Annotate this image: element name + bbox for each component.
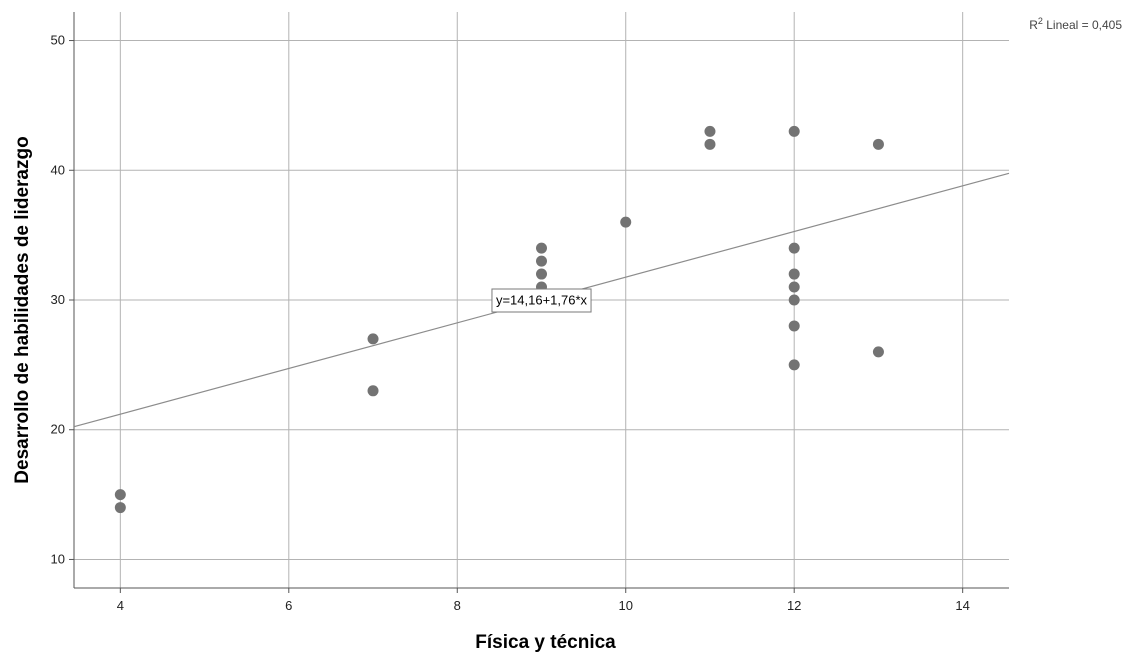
x-tick-label: 12 <box>787 598 801 613</box>
data-point <box>788 294 800 306</box>
data-point <box>788 359 800 371</box>
x-tick-label: 10 <box>618 598 632 613</box>
x-tick-label: 8 <box>454 598 461 613</box>
x-tick-labels: 4 6 8 10 12 14 <box>117 598 970 613</box>
equation-annotation: y=14,16+1,76*x <box>491 288 592 313</box>
y-tick-label: 40 <box>51 162 65 177</box>
data-point <box>704 125 716 137</box>
data-point <box>114 489 126 501</box>
data-point <box>788 268 800 280</box>
x-tick-label: 6 <box>285 598 292 613</box>
r2-prefix: R <box>1029 18 1038 32</box>
data-point <box>872 138 884 150</box>
y-tick-label: 20 <box>51 422 65 437</box>
r2-label: R2 Lineal = 0,405 <box>1029 16 1122 32</box>
data-point <box>367 385 379 397</box>
data-point <box>788 125 800 137</box>
y-tick-label: 10 <box>51 551 65 566</box>
x-axis-title: Física y técnica <box>475 632 616 653</box>
r2-superscript: 2 <box>1038 16 1043 26</box>
data-point <box>872 346 884 358</box>
y-tick-label: 50 <box>51 33 65 48</box>
data-point <box>536 242 547 254</box>
y-tick-labels: 10 20 30 40 50 <box>51 33 65 567</box>
data-point <box>704 138 716 150</box>
data-points <box>114 125 884 514</box>
x-tick-label: 14 <box>955 598 969 613</box>
x-tick-label: 4 <box>117 598 124 613</box>
data-point <box>114 502 126 514</box>
y-axis-title: Desarrollo de habilidades de liderazgo <box>12 136 33 483</box>
data-point <box>788 281 800 293</box>
r2-value: Lineal = 0,405 <box>1043 18 1122 32</box>
data-point <box>620 216 632 228</box>
axes <box>69 12 1009 593</box>
equation-box <box>491 288 592 313</box>
y-tick-label: 30 <box>51 292 65 307</box>
data-point <box>788 320 800 332</box>
equation-label: y=14,16+1,76*x <box>496 292 588 307</box>
data-point <box>367 333 379 345</box>
data-point <box>536 255 547 267</box>
data-point <box>788 242 800 254</box>
data-point <box>536 268 547 280</box>
